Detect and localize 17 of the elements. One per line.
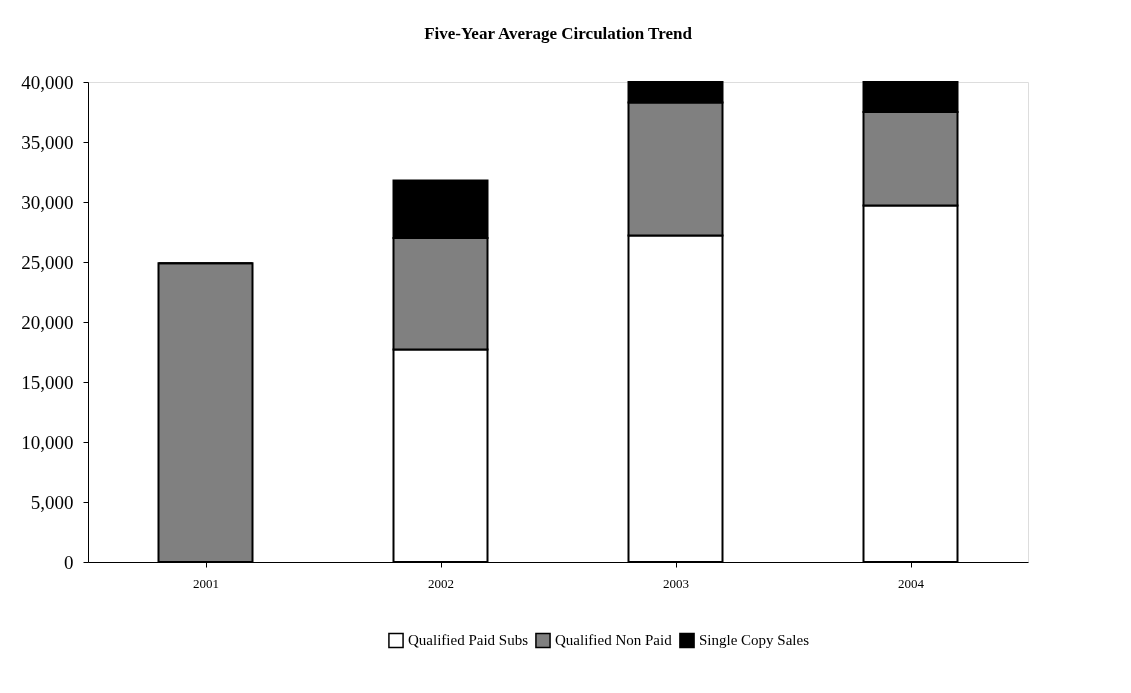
y-tick-label: 20,000 — [21, 311, 74, 333]
chart-title: Five-Year Average Circulation Trend — [424, 24, 693, 43]
y-tick-label: 0 — [64, 551, 74, 573]
y-tick-label: 25,000 — [21, 251, 74, 273]
x-tick-label: 2003 — [663, 575, 689, 591]
x-tick-label: 2004 — [898, 575, 925, 591]
y-tick-label: 5,000 — [30, 491, 74, 513]
y-tick-label: 30,000 — [21, 191, 74, 213]
x-tick-label: 2002 — [428, 575, 454, 591]
legend-label: Qualified Non Paid — [555, 632, 673, 649]
x-tick-label: 2001 — [193, 575, 219, 591]
legend-label: Qualified Paid Subs — [408, 632, 529, 649]
y-tick-label: 40,000 — [21, 71, 74, 93]
y-tick-label: 15,000 — [21, 371, 74, 393]
legend-label: Single Copy Sales — [699, 632, 810, 649]
y-tick-label: 10,000 — [21, 431, 74, 453]
y-tick-label: 35,000 — [21, 131, 74, 153]
